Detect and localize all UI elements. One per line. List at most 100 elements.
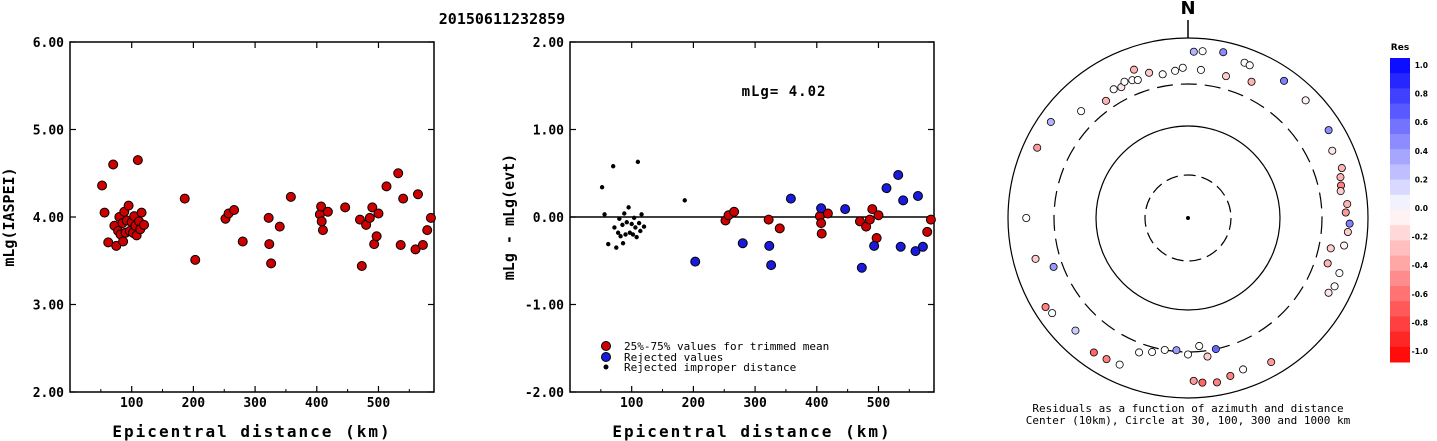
station-residual-point [1178, 63, 1187, 72]
improper-point [606, 241, 611, 247]
data-point [373, 208, 384, 219]
improper-point [624, 220, 629, 225]
colorbar-cell [1390, 179, 1410, 196]
data-point [393, 168, 404, 179]
improper-point [634, 234, 639, 240]
improper-point [615, 230, 621, 235]
improper-point [631, 215, 637, 221]
data-point [123, 200, 134, 211]
polar-chart: N Residuals as a function of azimuth and… [1007, 0, 1369, 427]
colorbar-tick-label: 0.6 [1415, 118, 1428, 127]
colorbar-cell [1390, 255, 1410, 272]
station-residual-point [1033, 143, 1042, 152]
data-point [285, 191, 296, 202]
colorbar-cell [1390, 225, 1410, 241]
colorbar-cell [1390, 270, 1410, 287]
station-residual-point [1245, 61, 1254, 70]
improper-point [602, 212, 607, 217]
colorbar-tick-label: -0.2 [1412, 233, 1428, 242]
station-residual-point [1324, 126, 1333, 135]
data-point [316, 201, 327, 212]
north-label: N [1180, 0, 1195, 19]
improper-point [610, 164, 616, 169]
improper-point [629, 221, 634, 227]
rejected-point [895, 241, 906, 252]
colorbar-cell [1390, 286, 1410, 302]
data-point [398, 193, 409, 204]
rejected-point [766, 260, 777, 271]
station-residual-point [1189, 376, 1198, 385]
rejected-point [785, 193, 796, 204]
data-point [264, 239, 275, 250]
trimmed-point [922, 226, 933, 237]
station-residual-point [1171, 66, 1180, 75]
station-residual-point [1160, 345, 1169, 354]
station-residual-point [1102, 355, 1111, 364]
colorbar-cell [1390, 240, 1410, 257]
station-residual-point [1330, 282, 1339, 291]
colorbar-cell [1390, 194, 1410, 211]
station-residual-point [1101, 96, 1110, 105]
station-residual-point [1077, 107, 1086, 116]
data-point [97, 180, 108, 191]
station-residual-point [1022, 213, 1031, 222]
ring-100km [1095, 125, 1281, 311]
legend-label-rejected: Rejected values [624, 351, 723, 364]
data-point [410, 244, 421, 255]
data-point [417, 240, 428, 250]
station-residual-point [1196, 65, 1205, 74]
polar-caption-line-2: Center (10km), Circle at 30, 100, 300 an… [1026, 414, 1351, 427]
data-point [412, 189, 423, 200]
improper-point [639, 212, 644, 217]
data-point [190, 254, 201, 265]
station-residual-point [1324, 288, 1333, 297]
colorbar-cell [1390, 301, 1410, 317]
rejected-point [898, 195, 909, 206]
improper-point [633, 225, 638, 230]
rejected-point [764, 240, 775, 251]
station-residual-point [1301, 96, 1310, 105]
mlg-annotation: mLg= 4.02 [742, 84, 827, 100]
data-point [316, 216, 327, 227]
station-residual-point [1031, 254, 1040, 263]
data-point [136, 207, 147, 218]
colorbar-tick-label: -0.4 [1412, 261, 1428, 270]
colorbar-tick-label: -0.8 [1412, 318, 1428, 327]
station-residual-point [1222, 72, 1231, 81]
middle-ticks: 100 200 300 400 500 -2.00 -1.00 0.00 1.00 2.00 [525, 36, 934, 411]
colorbar-cell [1390, 331, 1410, 348]
improper-point [614, 245, 619, 250]
colorbar-tick-label: -0.6 [1412, 290, 1428, 299]
data-point [118, 236, 129, 247]
colorbar-cell [1390, 164, 1410, 181]
improper-point [622, 211, 627, 216]
data-point [322, 206, 333, 217]
colorbar-cells [1390, 58, 1410, 363]
colorbar-cell [1390, 88, 1410, 105]
legend-marker-trimmed [601, 341, 611, 351]
improper-point [623, 232, 628, 237]
middle-chart: 100 200 300 400 500 -2.00 -1.00 0.00 1.00 2.00 mL… [500, 36, 936, 441]
rejected-point [816, 203, 827, 214]
rejected-point [881, 183, 892, 194]
colorbar-cell [1390, 210, 1410, 226]
rejected-point [856, 262, 867, 273]
station-residual-point [1343, 227, 1352, 236]
polar-points [1022, 47, 1354, 387]
data-point [266, 258, 277, 269]
station-residual-point [1048, 309, 1057, 318]
left-xlabel: Epicentral distance (km) [112, 422, 391, 441]
left-points [97, 155, 436, 271]
y-tick-label: -1.00 [525, 299, 564, 314]
station-residual-point [1341, 208, 1350, 217]
left-ticks: 100 200 300 400 500 2.00 3.00 4.00 5.00 6.00 [33, 36, 434, 411]
x-tick-label: 400 [305, 396, 329, 411]
station-residual-point [1145, 68, 1154, 77]
station-residual-point [1041, 303, 1050, 312]
station-residual-point [1335, 269, 1344, 278]
figure-title: 20150611232859 [439, 10, 565, 28]
colorbar-cell [1390, 134, 1410, 150]
colorbar-cell [1390, 149, 1410, 165]
station-residual-point [1280, 76, 1289, 85]
trimmed-point [774, 223, 785, 234]
